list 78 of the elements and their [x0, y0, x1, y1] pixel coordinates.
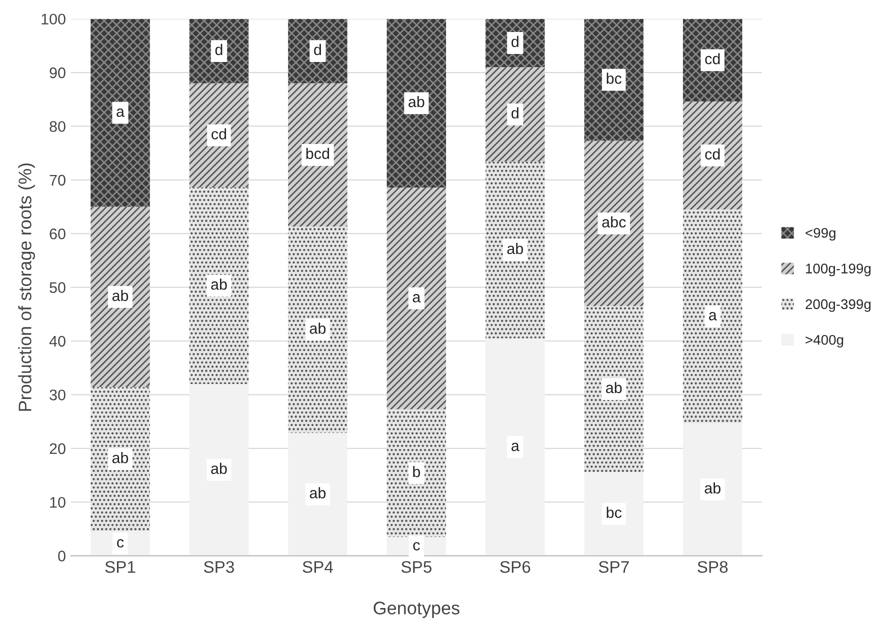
bar [386, 187, 446, 410]
bar [386, 18, 446, 188]
y-tick-label: 60 [50, 228, 66, 240]
bar [90, 387, 150, 532]
data-label: c [117, 539, 124, 548]
bar [486, 18, 545, 68]
bar [682, 18, 742, 102]
data-label: ab [310, 487, 326, 498]
data-label: cd [705, 53, 720, 64]
bar [682, 209, 742, 424]
bar [584, 472, 644, 556]
bar [288, 18, 348, 84]
x-tick-label: SP4 [302, 561, 333, 573]
data-label: ab [310, 322, 326, 334]
data-label: d [314, 44, 321, 56]
bar [288, 226, 348, 433]
bar [189, 83, 249, 188]
data-label: c [413, 542, 420, 550]
y-tick-label: 70 [50, 174, 66, 186]
data-label: d [512, 36, 518, 48]
data-label: a [116, 108, 124, 117]
x-tick-label: SP8 [698, 561, 728, 573]
data-label: cd [212, 128, 226, 140]
bar [288, 432, 348, 556]
x-tick-label: SP3 [204, 561, 234, 573]
data-label: bc [606, 72, 622, 84]
data-label: ab [211, 462, 227, 474]
bar [584, 306, 644, 472]
bar [486, 162, 545, 338]
bar [90, 18, 150, 207]
data-label: d [215, 44, 222, 56]
bar [189, 187, 249, 384]
x-tick-label: SP6 [500, 561, 530, 573]
x-tick-label: SP7 [598, 561, 629, 573]
bar [288, 83, 348, 227]
x-tick-label: SP1 [105, 561, 136, 573]
legend-label: 200g-399g [806, 299, 871, 312]
data-label: ab [211, 278, 227, 290]
data-label: b [413, 466, 420, 478]
bar [90, 206, 150, 388]
y-tick-label: 50 [50, 282, 66, 293]
bar [584, 18, 644, 141]
bar [386, 409, 446, 537]
y-tick-label: 20 [50, 443, 66, 454]
y-tick-label: 0 [58, 550, 66, 562]
data-label: ab [112, 452, 128, 464]
data-label: a [709, 312, 717, 320]
data-label: d [512, 107, 518, 119]
data-label: a [412, 294, 421, 302]
bar [486, 338, 545, 556]
bar [486, 67, 545, 162]
data-label: cd [705, 148, 720, 160]
data-label: bcd [306, 148, 330, 160]
y-tick-label: 10 [50, 496, 66, 508]
legend-label: >400g [806, 334, 844, 348]
y-tick-label: 40 [49, 336, 66, 347]
bar [682, 102, 742, 210]
bar [189, 384, 249, 556]
bar [189, 18, 249, 84]
bar [584, 140, 644, 306]
data-label: a [512, 442, 520, 452]
legend-label: 100g-199g [806, 264, 871, 276]
data-label: ab [507, 242, 524, 254]
legend-label: <99g [806, 228, 836, 241]
data-label: ab [408, 96, 424, 108]
y-tick-label: 100 [42, 14, 66, 25]
data-label: ab [112, 290, 128, 302]
data-label: abc [602, 216, 626, 228]
y-axis-title: Production of storage roots (%) [18, 163, 35, 411]
bar [682, 423, 742, 556]
data-label: bc [606, 506, 622, 518]
data-label: ab [606, 382, 622, 394]
y-tick-label: 90 [50, 67, 66, 78]
x-tick-label: SP5 [401, 561, 432, 573]
data-label: ab [704, 482, 720, 494]
y-tick-label: 80 [50, 121, 66, 132]
x-axis-title: Genotypes [374, 602, 460, 618]
y-tick-label: 30 [50, 390, 66, 400]
